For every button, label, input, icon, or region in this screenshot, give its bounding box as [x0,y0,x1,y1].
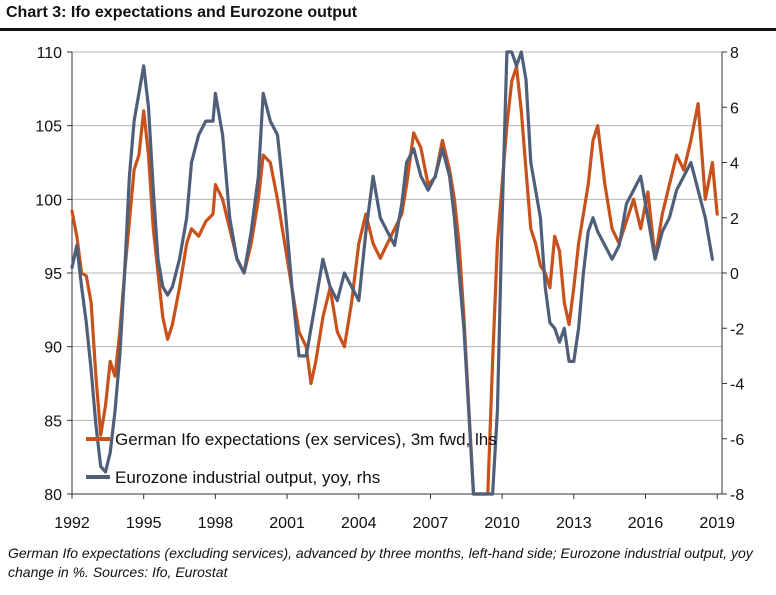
series-layer [70,50,719,496]
x-tick-label: 2016 [628,515,664,532]
legend: German Ifo expectations (ex services), 3… [86,430,497,487]
y-right-tick-label: -2 [730,321,744,338]
y-left-tick-label: 110 [36,45,62,62]
series-line-industrial-output [70,50,715,496]
x-axis: 1992 1995 1998 2001 2004 2007 2010 2013 2016 2019 [54,494,735,532]
legend-label-output: Eurozone industrial output, yoy, rhs [115,468,380,487]
y-left-tick-label: 80 [44,487,62,504]
chart-title: Chart 3: Ifo expectations and Eurozone o… [6,4,358,21]
y-left-tick-label: 105 [35,119,62,136]
x-tick-label: 2013 [556,515,592,532]
chart-caption: German Ifo expectations (excluding servi… [8,545,753,580]
y-right-tick-label: 2 [730,211,739,228]
y-axis-right: -8 -6 -4 -2 0 2 4 6 8 [722,45,744,504]
series-line-ifo-expectations [70,65,719,496]
y-right-tick-label: -6 [730,432,744,449]
x-tick-label: 2007 [413,515,449,532]
x-tick-label: 2010 [484,515,520,532]
y-right-tick-label: 4 [730,156,739,173]
y-left-tick-label: 90 [44,340,62,357]
x-tick-label: 1995 [126,515,162,532]
y-right-tick-label: 0 [730,266,739,283]
x-tick-label: 1998 [198,515,234,532]
y-left-tick-label: 85 [44,413,62,430]
x-tick-label: 2019 [699,515,735,532]
y-right-tick-label: 6 [730,100,739,117]
y-axis-left: 80 85 90 95 100 105 110 [35,45,72,504]
y-right-tick-label: 8 [730,45,739,62]
title-rule [0,28,776,31]
line-chart: 80 85 90 95 100 105 110 -8 -6 -4 -2 0 2 4 6 8 1992 1995… [35,45,744,532]
x-tick-label: 2001 [269,515,305,532]
y-left-tick-label: 95 [44,266,62,283]
x-tick-label: 1992 [54,515,90,532]
x-tick-label: 2004 [341,515,377,532]
y-right-tick-label: -4 [730,377,744,394]
y-right-tick-label: -8 [730,487,744,504]
legend-label-ifo: German Ifo expectations (ex services), 3… [115,430,497,449]
y-left-tick-label: 100 [35,192,62,209]
